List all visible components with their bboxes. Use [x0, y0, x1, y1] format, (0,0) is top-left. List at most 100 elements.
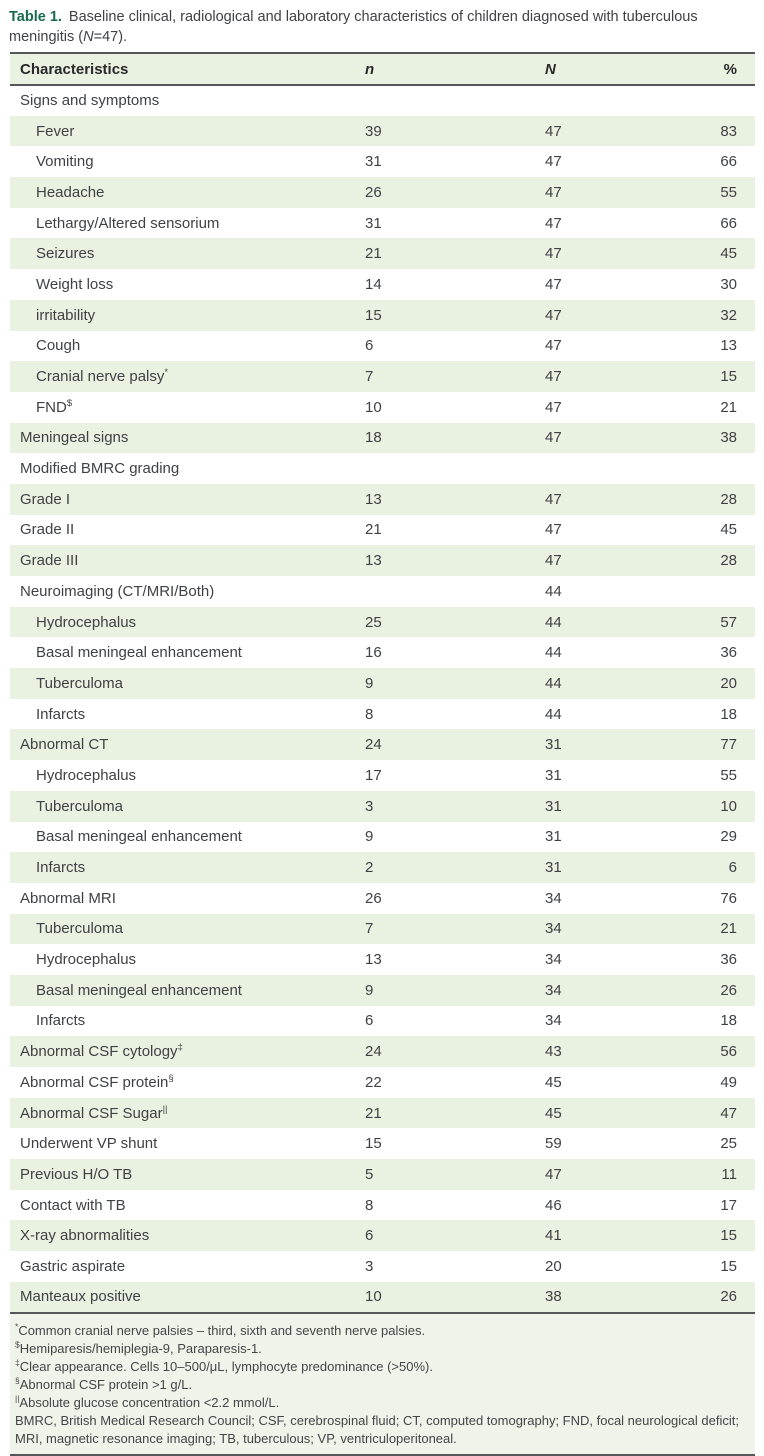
n-value-cell: 10 — [365, 398, 382, 416]
characteristic-label: Neuroimaging (CT/MRI/Both) — [20, 582, 215, 600]
N-value-cell: 47 — [545, 1165, 562, 1183]
footnote-text: Absolute glucose concentration <2.2 mmol… — [19, 1394, 280, 1410]
characteristic-cell: Abnormal CT — [10, 729, 365, 760]
table-row: Meningeal signs 18 47 38 — [10, 422, 755, 454]
n-value-cell: 8 — [365, 1196, 374, 1214]
footnote-line: ||Absolute glucose concentration <2.2 mm… — [15, 1394, 745, 1412]
n-value-cell: 15 — [365, 1135, 382, 1153]
characteristic-label: Gastric aspirate — [20, 1257, 126, 1275]
characteristic-cell: Headache — [10, 177, 365, 208]
table-row: FND$ 10 47 21 — [10, 391, 755, 423]
N-value-cell: 44 — [545, 582, 562, 600]
characteristic-label: Infarcts — [36, 859, 86, 877]
characteristic-label: Cranial nerve palsy — [36, 368, 165, 386]
N-value-cell: 44 — [545, 644, 562, 662]
percent-value-cell: 26 — [720, 981, 737, 999]
table-row: Seizures 21 47 45 — [10, 238, 755, 270]
characteristic-cell: Abnormal CSF protein§ — [10, 1067, 365, 1098]
n-value-cell: 3 — [365, 797, 374, 815]
percent-value-cell: 13 — [720, 337, 737, 355]
column-header-N: N — [545, 60, 556, 78]
N-value-cell: 34 — [545, 951, 562, 969]
table-row: Grade II 21 47 45 — [10, 514, 755, 546]
n-value-cell: 9 — [365, 828, 374, 846]
N-value-cell: 47 — [545, 214, 562, 232]
n-value-cell: 13 — [365, 552, 382, 570]
table-row: Infarcts 8 44 18 — [10, 698, 755, 730]
N-value-cell: 34 — [545, 981, 562, 999]
characteristic-label: Lethargy/Altered sensorium — [36, 214, 220, 232]
characteristic-label: Abnormal CSF Sugar — [20, 1104, 163, 1122]
table-footnotes: *Common cranial nerve palsies – third, s… — [10, 1313, 755, 1456]
N-value-cell: 47 — [545, 490, 562, 508]
percent-value-cell: 83 — [720, 122, 737, 140]
characteristic-cell: Hydrocephalus — [10, 607, 365, 638]
n-value-cell: 14 — [365, 275, 382, 293]
characteristic-label: Weight loss — [36, 275, 114, 293]
characteristic-cell: Seizures — [10, 238, 365, 269]
N-value-cell: 47 — [545, 153, 562, 171]
characteristics-table: Characteristics n N % Signs and symptoms… — [10, 52, 755, 1314]
N-value-cell: 45 — [545, 1073, 562, 1091]
table-row: irritability 15 47 32 — [10, 299, 755, 331]
N-value-cell — [545, 453, 690, 484]
N-value-cell: 38 — [545, 1288, 562, 1306]
footnote-marker: * — [15, 1321, 19, 1332]
table-row: Previous H/O TB 5 47 11 — [10, 1159, 755, 1190]
characteristic-label: Cough — [36, 337, 81, 355]
n-value-cell: 39 — [365, 122, 382, 140]
table-caption: Table 1. Baseline clinical, radiological … — [9, 7, 757, 47]
percent-value-cell: 11 — [721, 1165, 737, 1183]
percent-value-cell: 77 — [720, 736, 737, 754]
percent-value-cell: 17 — [720, 1196, 737, 1214]
percent-value-cell — [690, 576, 755, 607]
n-value-cell: 22 — [365, 1073, 382, 1091]
n-value-cell: 21 — [365, 521, 382, 539]
n-value-cell: 2 — [365, 859, 374, 877]
characteristic-cell: Fever — [10, 116, 365, 147]
characteristic-cell: Abnormal CSF cytology‡ — [10, 1036, 365, 1067]
table-body: Signs and symptoms Fever 39 47 83 Vomiting 31 4… — [10, 85, 755, 1313]
percent-value-cell: 55 — [720, 766, 737, 784]
N-value-cell: 47 — [545, 245, 562, 263]
percent-value-cell — [690, 85, 755, 116]
n-value-cell — [365, 453, 545, 484]
characteristic-label: Hydrocephalus — [36, 613, 137, 631]
N-value-cell: 59 — [545, 1135, 562, 1153]
characteristic-cell: Weight loss — [10, 269, 365, 300]
N-value-cell: 31 — [545, 859, 562, 877]
characteristic-cell: Basal meningeal enhancement — [10, 822, 365, 853]
footnote-line: ‡Clear appearance. Cells 10–500/μL, lymp… — [15, 1358, 745, 1376]
percent-value-cell: 32 — [720, 306, 737, 324]
characteristic-cell: Basal meningeal enhancement — [10, 975, 365, 1006]
N-value-cell: 47 — [545, 552, 562, 570]
footnote-marker: * — [164, 367, 169, 379]
n-value-cell: 21 — [365, 245, 382, 263]
n-value-cell: 5 — [365, 1165, 374, 1183]
N-value-cell: 45 — [545, 1104, 562, 1122]
table-row: Abnormal CSF protein§ 22 45 49 — [10, 1067, 755, 1098]
n-value-cell: 13 — [365, 951, 382, 969]
n-value-cell: 9 — [365, 674, 374, 692]
characteristic-cell: Signs and symptoms — [10, 85, 365, 116]
percent-value-cell: 26 — [720, 1288, 737, 1306]
characteristic-label: Headache — [36, 183, 105, 201]
n-value-cell: 24 — [365, 736, 382, 754]
n-value-cell: 31 — [365, 214, 382, 232]
characteristic-cell: Tuberculoma — [10, 914, 365, 945]
table-row: Grade III 13 47 28 — [10, 545, 755, 576]
characteristic-label: Meningeal signs — [20, 429, 129, 447]
footnote-line: BMRC, British Medical Research Council; … — [15, 1412, 745, 1448]
N-value-cell: 34 — [545, 889, 562, 907]
characteristic-cell: Abnormal MRI — [10, 883, 365, 914]
n-value-cell: 8 — [365, 705, 374, 723]
percent-value-cell: 36 — [720, 951, 737, 969]
characteristic-cell: Hydrocephalus — [10, 944, 365, 975]
characteristic-label: X-ray abnormalities — [20, 1227, 150, 1245]
characteristic-label: Infarcts — [36, 1012, 86, 1030]
characteristic-label: Contact with TB — [20, 1196, 126, 1214]
N-value-cell: 47 — [545, 122, 562, 140]
table-row: Abnormal CT 24 31 77 — [10, 729, 755, 761]
table-figure: Table 1. Baseline clinical, radiological … — [0, 7, 764, 1456]
characteristic-cell: Grade I — [10, 484, 365, 515]
